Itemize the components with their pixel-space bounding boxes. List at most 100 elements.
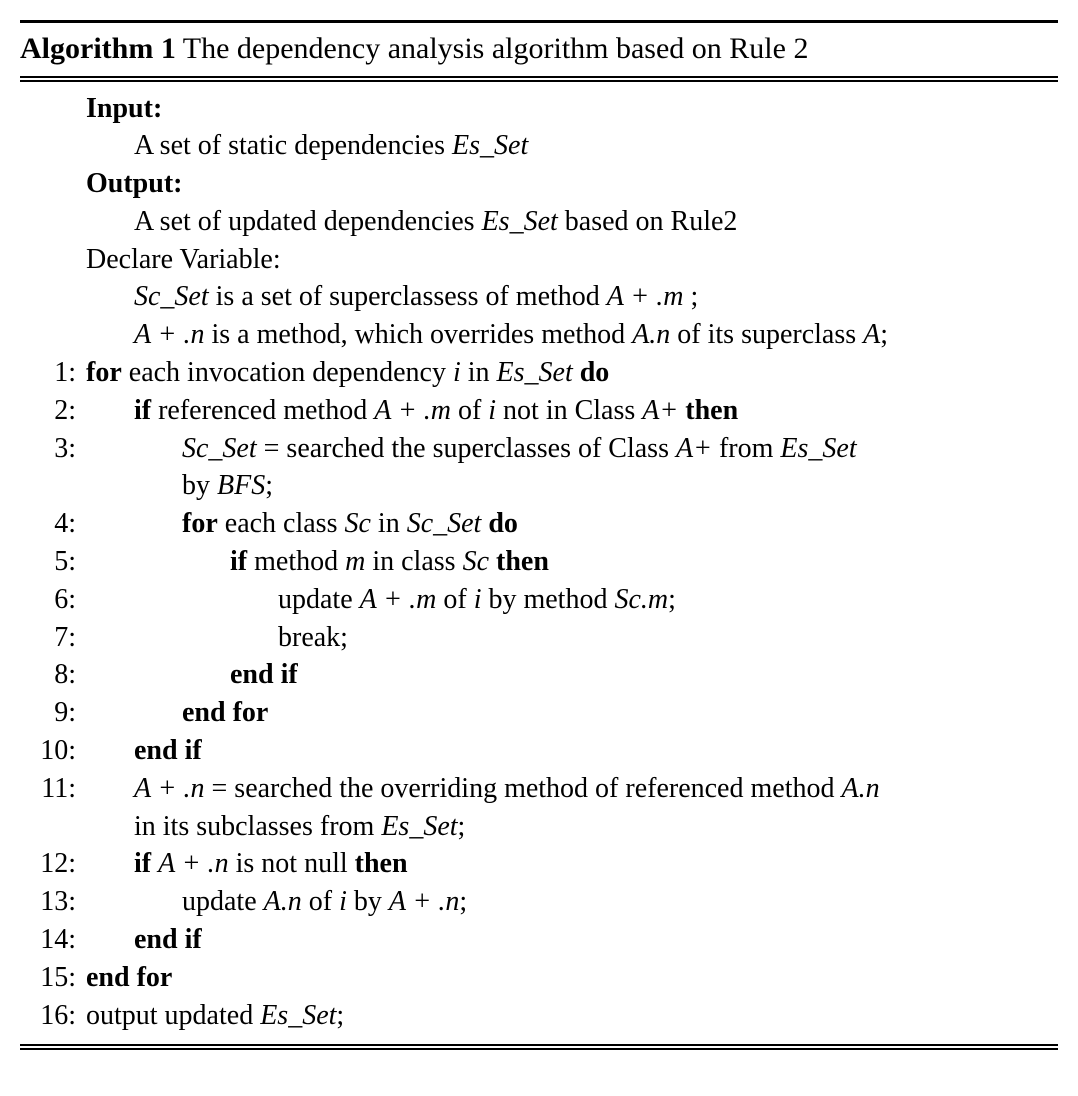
algo-line-9: 9: end for (20, 694, 1058, 732)
declare-label-line: Declare Variable: (20, 241, 1058, 279)
text: output updated (86, 1000, 260, 1031)
title-rule-a (20, 76, 1058, 78)
declare1-end: ; (684, 281, 699, 312)
text: ; (668, 584, 676, 615)
var: A.n (264, 886, 302, 917)
algo-line-3-cont: by BFS; (20, 467, 1058, 505)
kw-then: then (685, 395, 738, 426)
line-num: 12: (20, 845, 86, 883)
line-num: 11: (20, 770, 86, 808)
declare2-var: A + .n (134, 319, 205, 350)
algo-line-7: 7: break; (20, 619, 1058, 657)
text: of (302, 886, 339, 917)
declare1-line: Sc_Set is a set of superclassess of meth… (20, 278, 1058, 316)
algorithm-title-text: The dependency analysis algorithm based … (176, 32, 809, 65)
declare2-expr: A.n (632, 319, 670, 350)
output-label: Output: (86, 168, 182, 199)
bottom-rule-b (20, 1048, 1058, 1050)
var: A + .m (374, 395, 451, 426)
algo-line-5: 5: if method m in class Sc then (20, 543, 1058, 581)
var: A + .n (158, 848, 229, 879)
kw-for: for (86, 357, 122, 388)
output-desc-line: A set of updated dependencies Es_Set bas… (20, 203, 1058, 241)
kw-then: then (496, 546, 549, 577)
algo-line-6: 6: update A + .m of i by method Sc.m; (20, 581, 1058, 619)
line-num: 5: (20, 543, 86, 581)
declare2-post: of its superclass (670, 319, 863, 350)
algo-line-11-cont: in its subclasses from Es_Set; (20, 808, 1058, 846)
text: from (712, 433, 780, 464)
declare1-expr: A + .m (607, 281, 684, 312)
text: ; (336, 1000, 344, 1031)
algo-line-10: 10: end if (20, 732, 1058, 770)
declare1-var: Sc_Set (134, 281, 209, 312)
kw-endif: end if (134, 735, 202, 766)
declare2-class: A (863, 319, 880, 350)
text: = searched the superclasses of Class (257, 433, 676, 464)
text: = searched the overriding method of refe… (205, 773, 842, 804)
output-desc-var: Es_Set (482, 206, 558, 237)
line-num: 15: (20, 959, 86, 997)
algo-line-4: 4: for each class Sc in Sc_Set do (20, 505, 1058, 543)
kw-endfor: end for (86, 962, 172, 993)
text: update (278, 584, 360, 615)
bottom-rule-a (20, 1044, 1058, 1046)
algo-line-1: 1: for each invocation dependency i in E… (20, 354, 1058, 392)
text: each invocation dependency (122, 357, 453, 388)
algorithm-body: Input: A set of static dependencies Es_S… (20, 82, 1058, 1045)
text (489, 546, 496, 577)
algo-line-11: 11: A + .n = searched the overriding met… (20, 770, 1058, 808)
var: A+ (642, 395, 678, 426)
algorithm-title: Algorithm 1 The dependency analysis algo… (20, 25, 1058, 76)
var: Sc_Set (182, 433, 257, 464)
line-num: 4: (20, 505, 86, 543)
kw-do: do (488, 508, 518, 539)
text: is not null (229, 848, 355, 879)
text: of (436, 584, 473, 615)
kw-if: if (134, 848, 151, 879)
var: A + .n (134, 773, 205, 804)
kw-endif: end if (230, 659, 298, 690)
declare2-end: ; (880, 319, 888, 350)
text: in (461, 357, 497, 388)
text: ; (458, 811, 466, 842)
var: Sc (344, 508, 370, 539)
declare2-line: A + .n is a method, which overrides meth… (20, 316, 1058, 354)
var-es-set: Es_Set (497, 357, 573, 388)
text: update (182, 886, 264, 917)
var: i (339, 886, 347, 917)
kw-do: do (580, 357, 610, 388)
line-num: 10: (20, 732, 86, 770)
text: in (371, 508, 407, 539)
input-label-line: Input: (20, 90, 1058, 128)
line-num: 2: (20, 392, 86, 430)
var: Sc_Set (407, 508, 482, 539)
text: method (247, 546, 345, 577)
var: A.n (841, 773, 879, 804)
input-desc-var: Es_Set (452, 130, 528, 161)
algo-line-2: 2: if referenced method A + .m of i not … (20, 392, 1058, 430)
text: by method (481, 584, 614, 615)
text: ; (459, 886, 467, 917)
input-desc-text: A set of static dependencies (134, 130, 452, 161)
text: by (182, 470, 217, 501)
output-label-line: Output: (20, 165, 1058, 203)
line-num: 7: (20, 619, 86, 657)
algo-line-16: 16: output updated Es_Set; (20, 997, 1058, 1035)
line-num: 9: (20, 694, 86, 732)
var: BFS (217, 470, 265, 501)
text: of (451, 395, 488, 426)
algo-line-12: 12: if A + .n is not null then (20, 845, 1058, 883)
algo-line-15: 15: end for (20, 959, 1058, 997)
var: Es_Set (260, 1000, 336, 1031)
var: Es_Set (381, 811, 457, 842)
kw-for: for (182, 508, 218, 539)
kw-endif: end if (134, 924, 202, 955)
input-desc-line: A set of static dependencies Es_Set (20, 127, 1058, 165)
kw-if: if (230, 546, 247, 577)
var: m (345, 546, 365, 577)
text: not in Class (496, 395, 642, 426)
line-num: 1: (20, 354, 86, 392)
line-num: 13: (20, 883, 86, 921)
output-desc-post: based on Rule2 (558, 206, 738, 237)
